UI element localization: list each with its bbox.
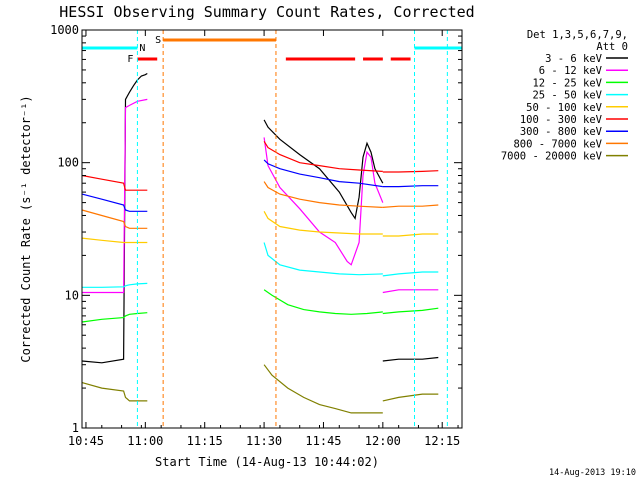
legend-label-3: 25 - 50 keV — [532, 90, 602, 102]
y-tick-label-0: 1 — [72, 421, 79, 435]
x-axis-ticks: 10:45 11:00 11:15 11:30 11:45 12:00 12:15 — [68, 30, 460, 448]
plot-area — [81, 72, 439, 414]
series-6-segment-0 — [81, 193, 148, 212]
chart-title: HESSI Observing Summary Count Rates, Cor… — [59, 3, 474, 21]
series-6-segment-2 — [382, 185, 439, 188]
y-tick-label-2: 100 — [57, 156, 79, 170]
series-8-segment-0 — [81, 382, 148, 402]
series-6-segment-1 — [263, 159, 383, 188]
series-5-segment-2 — [382, 170, 439, 173]
series-5-segment-1 — [263, 140, 383, 172]
series-5-segment-0 — [81, 174, 148, 191]
series-1-segment-2 — [382, 289, 439, 294]
legend-label-5: 100 - 300 keV — [520, 114, 603, 126]
legend-label-6: 300 - 800 keV — [520, 126, 603, 138]
plot-frame — [81, 29, 463, 429]
x-tick-label-4: 11:45 — [305, 434, 341, 448]
series-3-segment-2 — [382, 271, 439, 277]
series-7-segment-1 — [263, 181, 383, 208]
x-axis-label: Start Time (14-Aug-13 10:44:02) — [155, 455, 379, 469]
series-1-segment-1 — [263, 137, 384, 266]
y-axis-ticks: 1 10 100 1000 — [50, 23, 462, 435]
legend-label-0: 3 - 6 keV — [545, 53, 603, 65]
legend-label-1: 6 - 12 keV — [539, 65, 603, 77]
legend-label-7: 800 - 7000 keV — [513, 138, 602, 150]
flag-F-label: F — [127, 54, 133, 65]
flag-N-label: N — [139, 43, 145, 54]
generation-timestamp: 14-Aug-2013 19:10 — [549, 468, 636, 478]
legend-label-4: 50 - 100 keV — [526, 102, 603, 114]
y-tick-label-1: 10 — [65, 288, 79, 302]
y-tick-label-3: 1000 — [50, 23, 79, 37]
x-tick-label-1: 11:00 — [127, 434, 163, 448]
series-2-segment-1 — [263, 289, 383, 315]
legend-header-line-2: Att 0 — [596, 41, 628, 53]
x-tick-label-5: 12:00 — [365, 434, 401, 448]
boundary-lines — [136, 30, 448, 428]
legend-label-2: 12 - 25 keV — [532, 77, 602, 89]
series-2-segment-2 — [382, 307, 439, 315]
series-4-segment-1 — [263, 211, 383, 235]
y-axis-label: Corrected Count Rate (s⁻¹ detector⁻¹) — [19, 95, 33, 362]
series-3-segment-1 — [263, 242, 383, 276]
series-8-segment-2 — [382, 393, 439, 402]
series-8-segment-1 — [263, 364, 383, 414]
series-0-segment-1 — [263, 119, 384, 220]
x-tick-label-2: 11:15 — [187, 434, 223, 448]
legend-header-line-1: Det 1,3,5,6,7,9, — [527, 29, 628, 41]
series-4-segment-2 — [382, 233, 439, 237]
flag-S-label: S — [155, 35, 161, 46]
series-0-segment-2 — [382, 356, 439, 362]
legend-label-8: 7000 - 20000 keV — [501, 151, 603, 163]
flag-bars: FNS — [82, 35, 462, 65]
series-0-segment-0 — [81, 72, 148, 364]
x-tick-label-3: 11:30 — [246, 434, 282, 448]
x-tick-label-0: 10:45 — [68, 434, 104, 448]
x-tick-label-6: 12:15 — [424, 434, 460, 448]
series-7-segment-2 — [382, 204, 439, 208]
